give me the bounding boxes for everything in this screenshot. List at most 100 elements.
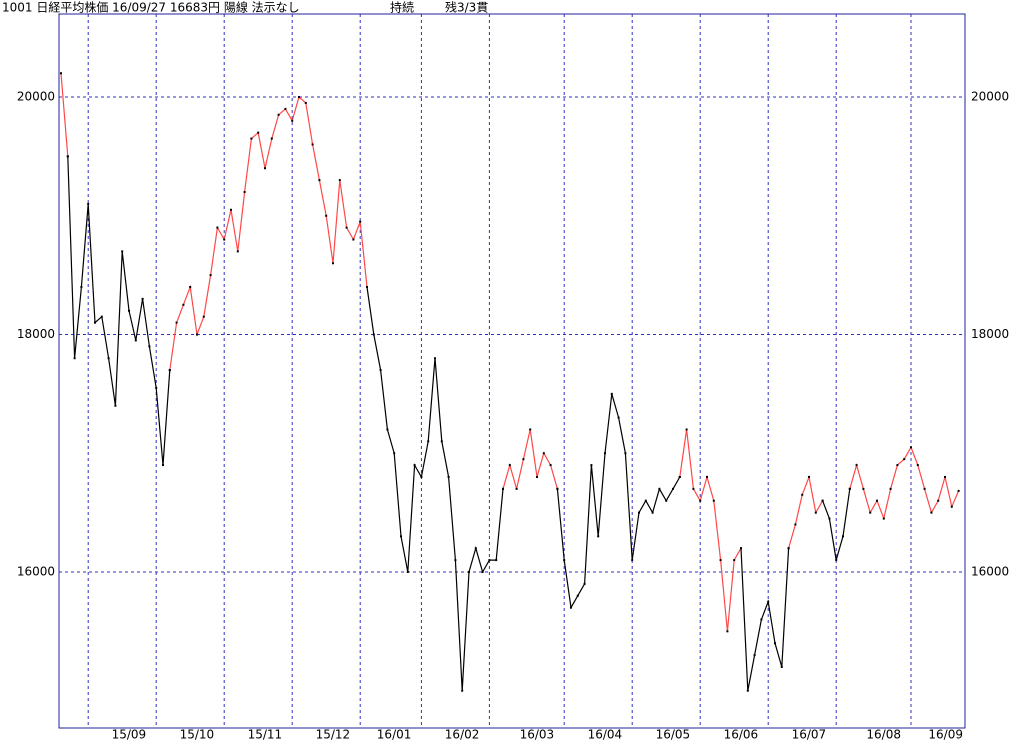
point-marker [604,452,606,455]
point-marker [270,137,273,140]
point-marker [746,689,749,692]
point-marker [121,250,124,253]
point-marker [264,167,266,170]
point-marker [393,452,396,455]
point-marker [542,452,545,455]
x-tick-label: 16/03 [520,728,555,742]
point-marker [400,535,402,538]
point-marker [461,689,464,692]
point-marker [801,493,804,496]
point-marker [855,464,858,467]
point-marker [202,315,205,318]
point-marker [624,452,627,455]
y-tick-label: 20000 [17,90,55,104]
x-tick-label: 16/02 [445,728,480,742]
point-marker [216,226,219,229]
point-marker [590,464,593,467]
annotation: 持続 [390,0,414,15]
point-marker [413,464,416,467]
point-marker [502,487,504,490]
point-marker [379,369,382,372]
point-marker [114,404,117,407]
point-marker [957,489,960,492]
x-tick-label: 16/08 [866,728,901,742]
point-marker [712,499,715,502]
point-marker [304,101,307,104]
point-marker [182,303,185,306]
point-marker [468,570,470,573]
point-marker [440,440,443,443]
y-tick-label: 20000 [971,90,1009,104]
point-marker [474,547,477,550]
point-marker [692,487,695,490]
plot-frame [58,13,966,729]
y-tick-label: 16000 [971,564,1009,578]
point-marker [481,570,484,573]
point-marker [950,505,953,508]
point-marker [189,285,192,288]
point-marker [434,357,436,360]
point-marker [903,458,906,461]
point-marker [406,570,409,573]
point-marker [175,321,178,324]
point-marker [291,119,294,122]
point-marker [515,487,518,490]
y-tick-label: 18000 [17,327,55,341]
point-marker [896,464,899,467]
x-tick-label: 15/11 [248,728,283,742]
point-marker [536,475,538,478]
x-tick-label: 16/09 [928,728,963,742]
chart-title: 1001 日経平均株価 16/09/27 16683円 陽線 法示なし [2,0,300,15]
point-marker [780,665,783,668]
point-marker [658,487,661,490]
point-marker [808,475,810,478]
point-marker [869,511,872,514]
point-marker [549,464,552,467]
point-marker [277,113,280,116]
point-marker [60,72,62,75]
point-marker [100,315,103,318]
point-marker [352,238,355,241]
x-tick-label: 16/06 [724,728,759,742]
point-marker [583,582,586,585]
point-marker [570,606,572,609]
point-marker [916,464,919,467]
point-marker [87,202,90,205]
point-marker [753,654,756,657]
point-marker [726,630,729,633]
y-tick-label: 16000 [17,564,55,578]
point-marker [243,190,246,193]
point-marker [882,517,885,520]
x-tick-label: 16/07 [792,728,827,742]
point-marker [610,392,613,395]
point-marker [366,285,368,288]
point-marker [495,559,498,562]
point-marker [733,559,736,562]
point-marker [760,618,763,621]
point-marker [298,96,300,99]
point-marker [508,464,511,467]
point-marker [672,487,674,490]
point-marker [910,446,912,449]
x-tick-label: 15/09 [112,728,147,742]
point-marker [420,475,423,478]
point-marker [338,179,341,182]
x-tick-label: 16/04 [588,728,623,742]
point-marker [576,594,579,597]
point-marker [345,226,348,229]
point-marker [862,487,865,490]
point-marker [107,357,110,360]
point-marker [128,309,130,312]
point-marker [447,475,450,478]
point-marker [80,285,83,288]
point-marker [828,517,831,520]
point-marker [162,464,164,467]
point-marker [787,547,790,550]
point-marker [835,559,838,562]
point-marker [631,559,634,562]
point-marker [332,262,334,265]
point-marker [719,559,722,562]
x-tick-label: 15/12 [316,728,351,742]
x-tick-label: 15/10 [180,728,215,742]
y-tick-label: 18000 [971,327,1009,341]
